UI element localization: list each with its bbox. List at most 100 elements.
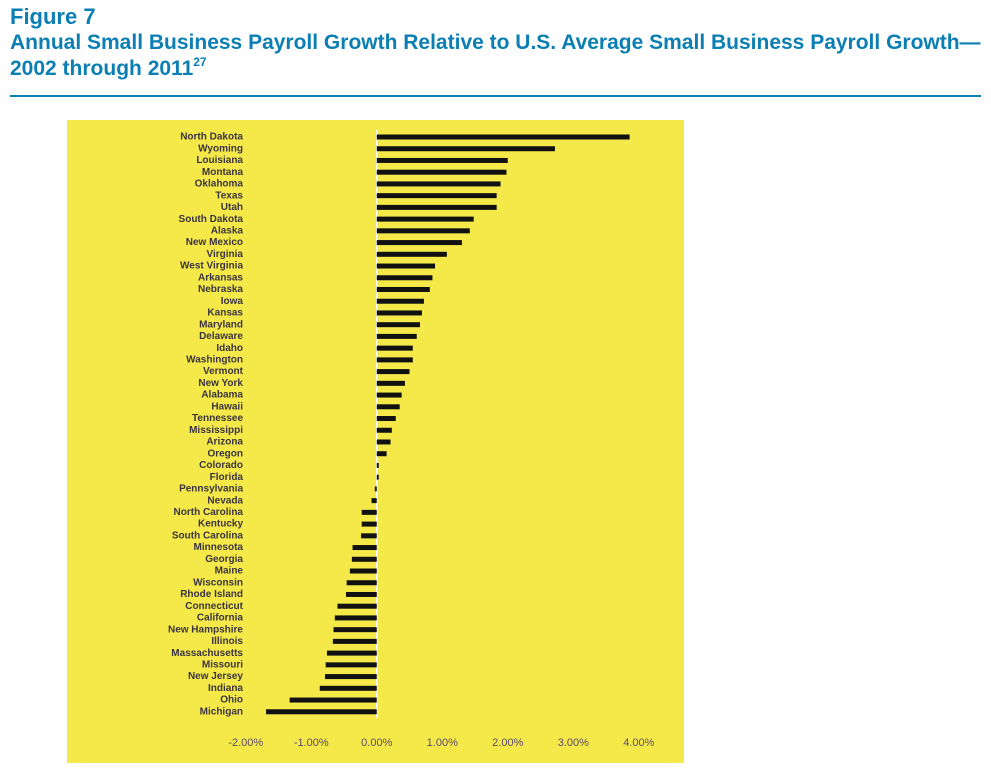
y-tick-label: Wyoming — [198, 143, 243, 154]
bar — [376, 204, 497, 210]
bar — [371, 498, 377, 504]
bar — [352, 545, 377, 551]
bar — [332, 638, 377, 644]
y-tick-label: Alabama — [201, 390, 243, 401]
bar — [376, 369, 410, 375]
y-tick-label: Wisconsin — [193, 577, 243, 588]
header: Figure 7 Annual Small Business Payroll G… — [10, 4, 985, 82]
y-tick-label: Louisiana — [196, 155, 243, 166]
y-tick-label: Nebraska — [198, 284, 243, 295]
bar — [376, 333, 417, 339]
bar — [376, 380, 405, 386]
bar — [376, 228, 470, 234]
bar — [376, 169, 507, 175]
x-tick-label: 2.00% — [492, 737, 523, 749]
bar — [376, 451, 387, 457]
y-tick-label: New York — [198, 378, 243, 389]
bar — [376, 251, 447, 257]
y-tick-label: Washington — [186, 355, 243, 366]
y-tick-label: Maryland — [199, 319, 243, 330]
y-tick-label: New Jersey — [188, 671, 243, 682]
x-tick-label: 3.00% — [558, 737, 589, 749]
y-tick-label: Mississippi — [189, 425, 243, 436]
y-tick-label: Iowa — [221, 296, 244, 307]
bar — [266, 709, 377, 715]
y-tick-label: Kansas — [207, 308, 243, 319]
x-tick-label: 1.00% — [427, 737, 458, 749]
title-rule — [10, 95, 981, 97]
bar — [376, 275, 433, 281]
y-tick-label: Oregon — [207, 448, 243, 459]
y-tick-label: New Mexico — [186, 237, 243, 248]
bar — [376, 439, 391, 445]
y-tick-label: Delaware — [199, 331, 243, 342]
bar — [376, 404, 400, 410]
chart-title: Annual Small Business Payroll Growth Rel… — [10, 30, 985, 82]
y-tick-label: Illinois — [211, 636, 243, 647]
y-tick-label: Massachusetts — [171, 648, 243, 659]
bar — [346, 580, 377, 586]
y-tick-label: Utah — [221, 202, 243, 213]
bar — [376, 157, 508, 163]
title-note: 27 — [193, 55, 207, 69]
y-tick-label: Arizona — [206, 437, 243, 448]
bar — [376, 146, 555, 152]
bar — [351, 556, 377, 562]
y-tick-label: Montana — [202, 167, 244, 178]
y-tick-label: Rhode Island — [180, 589, 243, 600]
bar — [376, 416, 396, 422]
y-tick-label: Vermont — [203, 366, 244, 377]
bar — [376, 310, 422, 316]
y-tick-label: North Dakota — [180, 132, 243, 143]
y-tick-label: Connecticut — [185, 601, 243, 612]
bar — [334, 615, 377, 621]
bar — [376, 193, 497, 199]
y-tick-label: Oklahoma — [195, 179, 244, 190]
bar — [337, 603, 377, 609]
y-tick-label: Maine — [215, 566, 244, 577]
y-tick-label: South Carolina — [172, 530, 244, 541]
bar — [349, 568, 377, 574]
y-tick-label: Indiana — [208, 683, 243, 694]
bar — [376, 474, 379, 480]
x-tick-label: 4.00% — [623, 737, 654, 749]
bar — [376, 240, 462, 246]
y-tick-label: California — [197, 613, 244, 624]
plot-background — [67, 120, 684, 763]
y-tick-label: New Hampshire — [168, 624, 243, 635]
y-tick-label: South Dakota — [179, 214, 244, 225]
y-tick-label: Idaho — [216, 343, 243, 354]
y-tick-label: Alaska — [211, 225, 244, 236]
bar — [376, 462, 379, 468]
y-tick-label: Nevada — [207, 495, 243, 506]
bar — [376, 392, 402, 398]
x-tick-label: -1.00% — [294, 737, 329, 749]
bar — [376, 298, 424, 304]
y-tick-label: Texas — [215, 190, 243, 201]
y-tick-label: Tennessee — [192, 413, 243, 424]
y-tick-label: Missouri — [202, 659, 243, 670]
title-text: Annual Small Business Payroll Growth Rel… — [10, 31, 981, 80]
y-tick-label: Kentucky — [198, 519, 243, 530]
bar — [361, 521, 377, 527]
bar — [376, 134, 630, 140]
bar — [376, 345, 413, 351]
y-tick-label: Ohio — [220, 695, 243, 706]
bar — [319, 685, 377, 691]
bar — [376, 286, 430, 292]
x-tick-label: 0.00% — [361, 737, 392, 749]
bar — [376, 263, 436, 269]
bar — [374, 486, 377, 492]
bar — [376, 216, 474, 222]
bar — [325, 662, 377, 668]
y-tick-label: Georgia — [205, 554, 243, 565]
y-tick-label: North Carolina — [174, 507, 244, 518]
bar — [326, 650, 377, 656]
y-tick-label: Michigan — [200, 706, 243, 717]
bar — [361, 533, 377, 539]
y-tick-label: Arkansas — [198, 272, 243, 283]
bar — [376, 427, 392, 433]
y-tick-label: West Virginia — [180, 261, 243, 272]
